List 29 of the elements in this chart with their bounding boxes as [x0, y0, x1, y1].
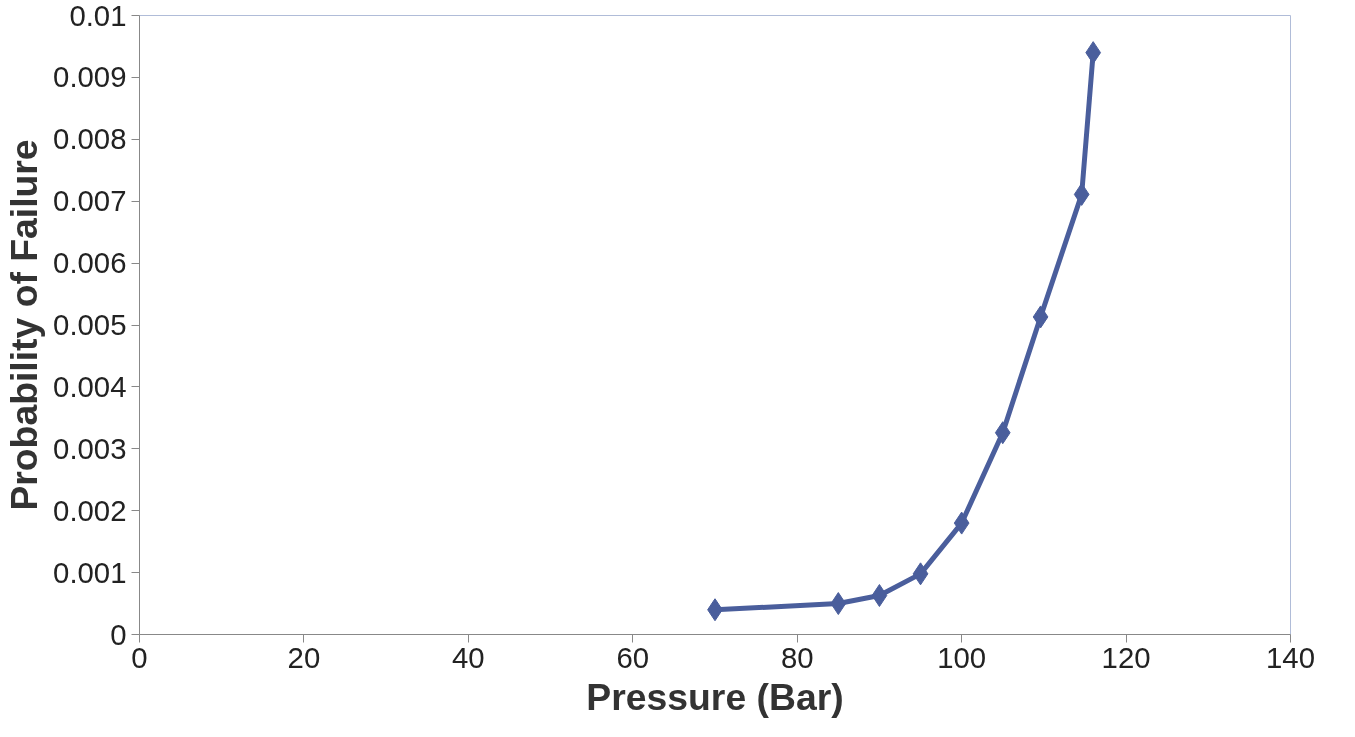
x-tick-label: 120 — [1101, 640, 1151, 674]
y-axis-title: Probability of Failure — [3, 139, 46, 511]
x-tick-label: 60 — [616, 640, 650, 674]
y-tick-label: 0.01 — [69, 0, 127, 32]
x-tick-label: 80 — [780, 640, 814, 674]
y-tick-label: 0.002 — [53, 493, 127, 527]
y-tick-label: 0.006 — [53, 246, 127, 280]
point — [912, 562, 929, 586]
y-tick-label: 0.008 — [53, 122, 127, 156]
point — [1032, 305, 1049, 329]
y-tick-label: 0.007 — [53, 184, 127, 218]
point — [1085, 41, 1102, 65]
y-tick-label: 0 — [110, 617, 127, 651]
y-tick-label: 0.004 — [53, 369, 127, 403]
point — [830, 592, 847, 616]
y-tick-label: 0.003 — [53, 431, 127, 465]
point — [1073, 182, 1090, 206]
y-tick-label: 0.001 — [53, 555, 127, 589]
point — [994, 421, 1011, 445]
x-tick-label: 140 — [1266, 640, 1315, 674]
x-tick-label: 0 — [131, 640, 148, 674]
y-tick-label: 0.009 — [53, 60, 127, 94]
x-tick-label: 20 — [287, 640, 321, 674]
x-tick-label: 40 — [452, 640, 485, 674]
point — [953, 511, 970, 535]
point — [871, 584, 888, 607]
x-axis-title: Pressure (Bar) — [586, 675, 844, 718]
x-tick-label: 100 — [937, 640, 987, 674]
y-tick-label: 0.005 — [53, 308, 127, 341]
